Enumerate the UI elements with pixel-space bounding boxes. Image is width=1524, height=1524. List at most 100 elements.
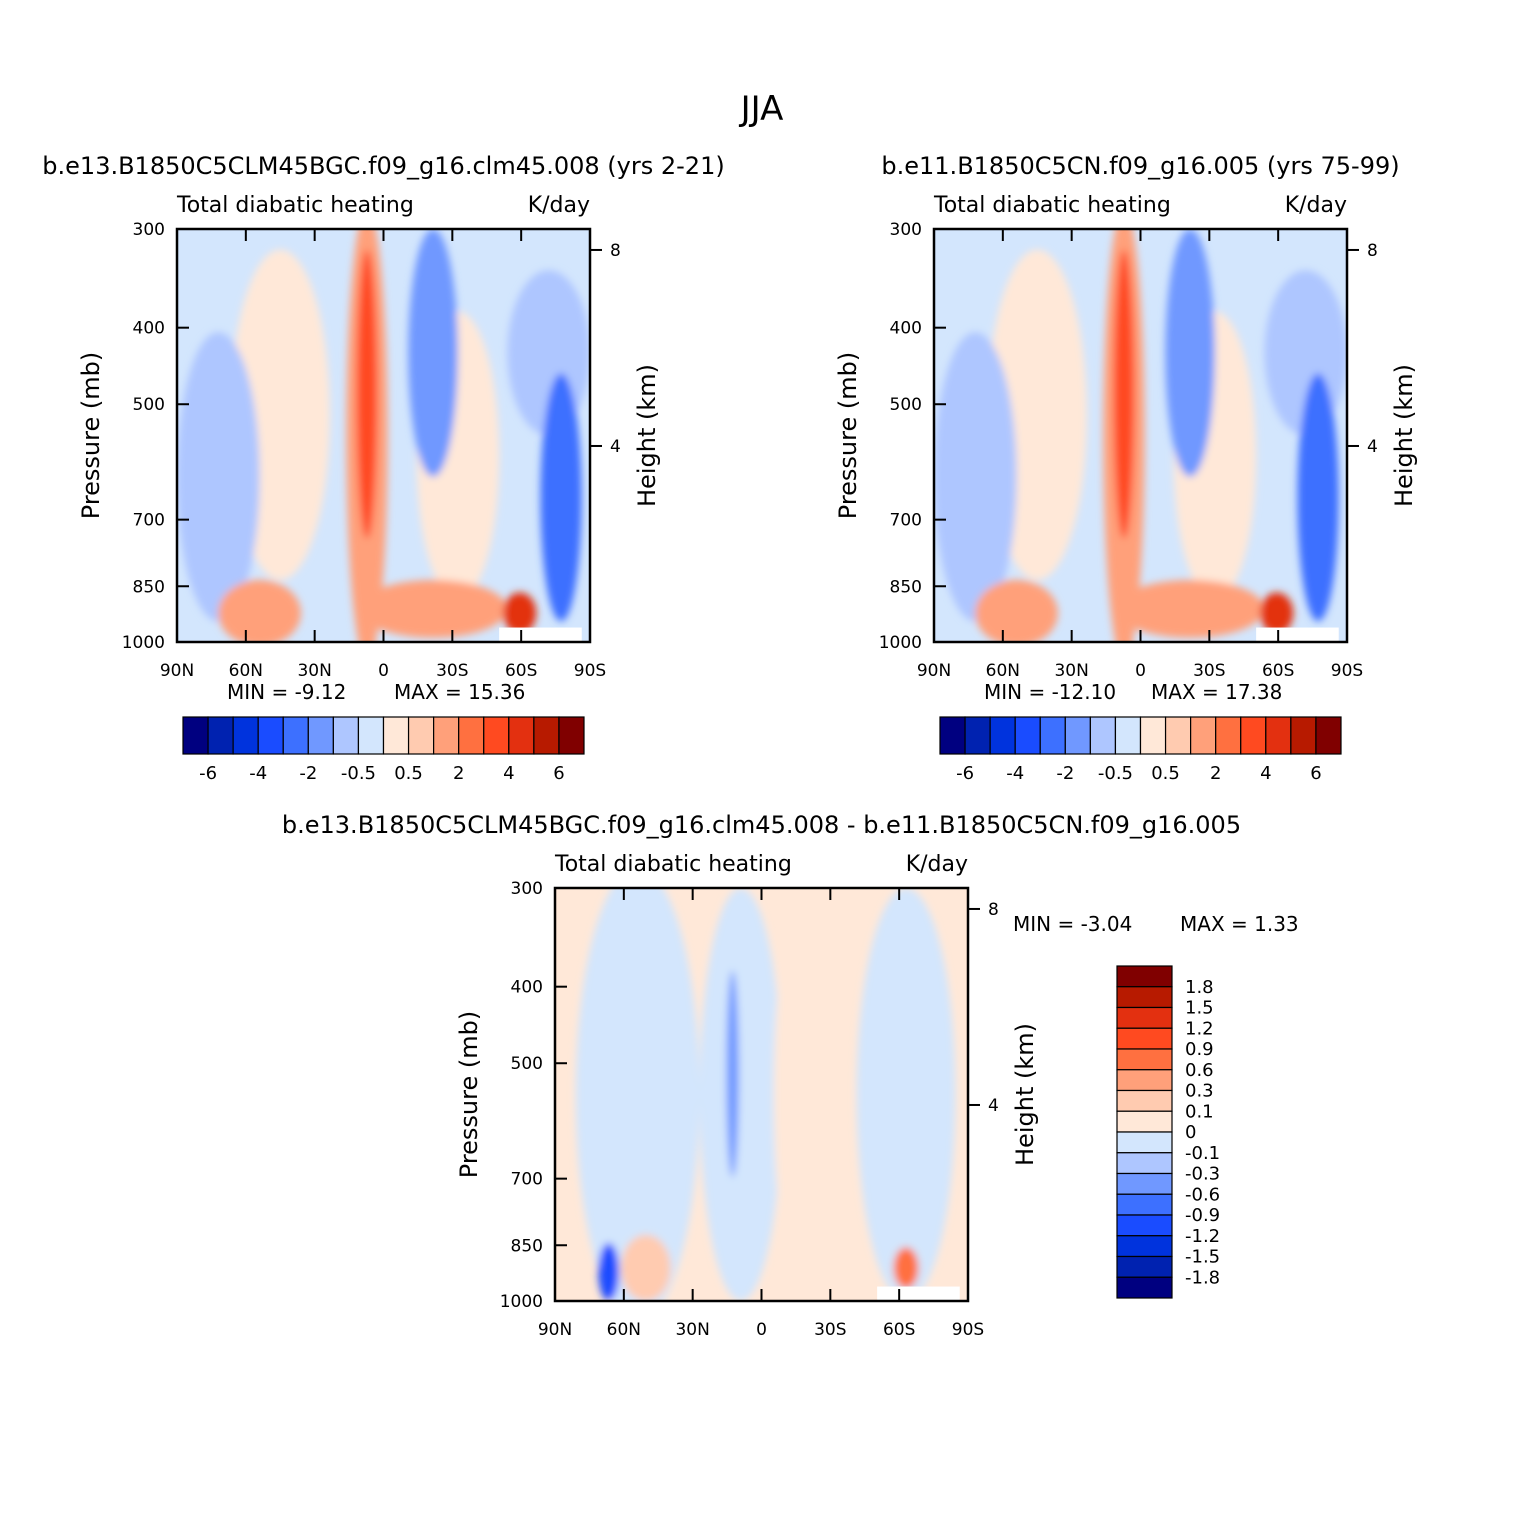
field-region xyxy=(598,1243,620,1301)
x-tick-label: 30S xyxy=(814,1320,846,1340)
x-tick-label: 90N xyxy=(160,661,194,681)
colorbar-box xyxy=(1116,1131,1173,1154)
max-value-label: MAX = 17.38 xyxy=(1151,680,1282,704)
colorbar-box xyxy=(1240,716,1267,755)
x-tick-label: 0 xyxy=(1135,661,1146,681)
x-tick-label: 90S xyxy=(574,661,606,681)
colorbar-label: 6 xyxy=(1310,763,1321,784)
colorbar-label: 0 xyxy=(1185,1122,1196,1143)
y-tick-label: 700 xyxy=(511,1170,543,1190)
colorbar-box xyxy=(1116,1193,1173,1216)
colorbar-box xyxy=(483,716,510,755)
max-value-label: MAX = 15.36 xyxy=(394,680,525,704)
y-tick-label: 700 xyxy=(133,511,165,531)
field-region xyxy=(503,592,537,634)
colorbar: 1.81.51.20.90.60.30.10-0.1-0.3-0.6-0.9-1… xyxy=(1116,965,1220,1299)
colorbar-label: -0.5 xyxy=(1098,763,1133,784)
min-value-label: MIN = -3.04 xyxy=(1013,912,1132,936)
colorbar-box xyxy=(1116,1110,1173,1133)
y-tick-label: 400 xyxy=(890,319,922,339)
y-tick-label: 400 xyxy=(511,978,543,998)
x-tick-label: 30N xyxy=(675,1320,709,1340)
colorbar-box xyxy=(1215,716,1242,755)
y2-axis-title: Height (km) xyxy=(1011,1023,1039,1166)
colorbar-box xyxy=(1116,1027,1173,1050)
field-region xyxy=(358,580,508,638)
colorbar-box xyxy=(1114,716,1142,755)
colorbar-box xyxy=(1116,1255,1173,1278)
colorbar-label: -2 xyxy=(299,763,317,784)
x-tick-label: 30S xyxy=(1193,661,1225,681)
missing-data-mask xyxy=(499,627,582,642)
colorbar-box xyxy=(1164,716,1192,755)
field-region xyxy=(540,373,582,622)
colorbar-box xyxy=(558,716,585,755)
x-tick-label: 30S xyxy=(436,661,468,681)
colorbar-box xyxy=(1265,716,1292,755)
colorbar-label: 4 xyxy=(1260,763,1271,784)
panel-title: b.e11.B1850C5CN.f09_g16.005 (yrs 75-99) xyxy=(881,152,1399,180)
field-region xyxy=(773,888,832,1301)
colorbar-box xyxy=(1116,1152,1173,1175)
y2-tick-label: 4 xyxy=(610,437,621,457)
colorbar-box xyxy=(1116,1069,1173,1092)
y-tick-label: 300 xyxy=(890,220,922,240)
y-tick-label: 500 xyxy=(133,395,165,415)
field-region xyxy=(1113,249,1135,539)
y-tick-label: 850 xyxy=(890,577,922,597)
colorbar-box xyxy=(1139,716,1167,755)
colorbar-label: 0.3 xyxy=(1185,1081,1214,1102)
field-region xyxy=(726,970,739,1178)
y2-tick-label: 4 xyxy=(988,1096,999,1116)
colorbar-box xyxy=(382,716,410,755)
missing-data-mask xyxy=(1256,627,1339,642)
panel-diff: b.e13.B1850C5CLM45BGC.f09_g16.clm45.008 … xyxy=(282,811,1299,1340)
colorbar-box xyxy=(964,716,991,755)
panel-variable-label: Total diabatic heating xyxy=(176,193,414,218)
colorbar-label: 6 xyxy=(553,763,564,784)
colorbar-box xyxy=(207,716,234,755)
y2-tick-label: 8 xyxy=(610,241,621,261)
y-tick-label: 500 xyxy=(511,1054,543,1074)
x-tick-label: 90S xyxy=(1331,661,1363,681)
x-tick-label: 30N xyxy=(297,661,331,681)
colorbar-label: 0.1 xyxy=(1185,1101,1214,1122)
y-tick-label: 1000 xyxy=(879,633,922,653)
colorbar-label: 0.5 xyxy=(394,763,423,784)
colorbar-label: -4 xyxy=(249,763,267,784)
colorbar: -6 -4 -2 -0.5 0.5 2 4 6 xyxy=(182,716,585,784)
y2-tick-label: 8 xyxy=(1367,241,1378,261)
colorbar-label: 2 xyxy=(1210,763,1221,784)
y2-tick-label: 8 xyxy=(988,900,999,920)
x-tick-label: 90N xyxy=(917,661,951,681)
colorbar-label: 1.5 xyxy=(1185,998,1214,1019)
y2-axis-title: Height (km) xyxy=(1390,364,1418,507)
y-axis-title: Pressure (mb) xyxy=(455,1011,483,1178)
colorbar-box xyxy=(533,716,560,755)
field-region xyxy=(1115,580,1265,638)
colorbar-box xyxy=(433,716,460,755)
colorbar-box xyxy=(1116,1235,1173,1258)
field-region xyxy=(856,888,956,1301)
colorbar-box xyxy=(1116,965,1173,988)
contour-field xyxy=(934,229,1347,642)
contour-field xyxy=(177,229,590,642)
y-tick-label: 300 xyxy=(511,879,543,899)
y-tick-label: 1000 xyxy=(122,633,165,653)
colorbar-box xyxy=(257,716,284,755)
colorbar-label: -0.9 xyxy=(1185,1205,1220,1226)
x-tick-label: 30N xyxy=(1054,661,1088,681)
y2-tick-label: 4 xyxy=(1367,437,1378,457)
x-tick-label: 60S xyxy=(505,661,537,681)
panels-layer: b.e13.B1850C5CLM45BGC.f09_g16.clm45.008 … xyxy=(42,152,1418,1340)
colorbar-label: -1.2 xyxy=(1185,1226,1220,1247)
field-region xyxy=(408,229,458,477)
field-region xyxy=(177,332,260,622)
panel-variable-label: Total diabatic heating xyxy=(554,852,792,877)
colorbar-box xyxy=(182,716,209,755)
field-shading xyxy=(575,888,956,1301)
y-tick-label: 1000 xyxy=(500,1292,543,1312)
colorbar-label: -1.5 xyxy=(1185,1247,1220,1268)
colorbar-label: -6 xyxy=(199,763,217,784)
